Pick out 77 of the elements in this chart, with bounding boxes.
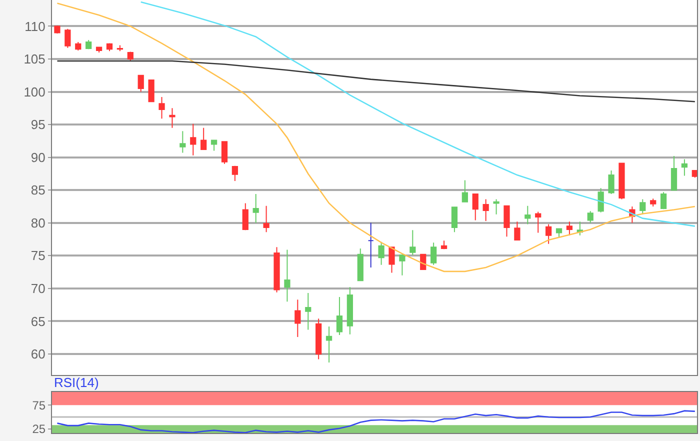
y-tick-label: 75 [32, 398, 46, 412]
y-tick-label: 105 [24, 52, 46, 67]
candlestick [587, 210, 594, 224]
candlestick [169, 108, 176, 128]
candlestick [96, 46, 102, 53]
candlestick [482, 198, 489, 222]
candlestick [462, 180, 468, 202]
y-tick-label: 60 [30, 346, 46, 362]
candlestick [252, 194, 259, 224]
y-tick-label: 65 [30, 314, 46, 329]
y-tick-label: 110 [24, 18, 46, 34]
y-tick-label: 90 [30, 150, 46, 165]
candlestick [692, 170, 697, 178]
chart-title: RSI(14) [54, 375, 99, 390]
candlestick [598, 188, 604, 213]
candlestick [64, 28, 71, 48]
candlestick [640, 198, 646, 215]
candlestick [138, 74, 144, 92]
candlestick [493, 198, 500, 215]
candlestick [524, 205, 531, 225]
y-tick-label: 25 [32, 422, 46, 436]
candlestick [294, 299, 301, 338]
candlestick [556, 228, 562, 238]
candlestick [75, 41, 82, 51]
candlestick [378, 241, 384, 266]
y-tick-label: 80 [30, 215, 46, 230]
y-tick-label: 75 [30, 248, 46, 264]
candlestick [618, 162, 625, 200]
candlestick [316, 318, 322, 360]
candlestick [326, 326, 332, 364]
candlestick [670, 156, 678, 191]
candlestick [650, 198, 656, 208]
y-tick-label: 70 [30, 281, 46, 296]
y-tick-label: 100 [24, 84, 46, 100]
y-tick-label: 85 [30, 182, 46, 198]
candlestick [357, 248, 364, 282]
candlestick [180, 130, 186, 154]
candlestick [190, 123, 196, 156]
candlestick [284, 249, 290, 302]
candlestick [86, 39, 92, 50]
candlestick [200, 127, 207, 150]
candlestick [232, 165, 238, 182]
candlestick [106, 42, 113, 52]
candlestick [430, 242, 437, 266]
candlestick [221, 141, 228, 164]
candlestick [472, 194, 478, 221]
candlestick [608, 170, 614, 195]
line-series [56, 60, 696, 102]
candlestick [346, 286, 353, 335]
y-tick-label: 95 [30, 117, 46, 132]
candlestick [440, 240, 448, 250]
candlestick [54, 25, 60, 34]
candlestick [681, 158, 688, 176]
candlestick [368, 222, 374, 268]
candlestick [158, 96, 165, 120]
line-series [56, 2, 696, 272]
candlestick [116, 44, 124, 52]
candlestick [305, 292, 312, 330]
candlestick [274, 246, 280, 293]
candlestick [514, 221, 520, 240]
candlestick [410, 230, 416, 256]
candlestick [545, 224, 552, 244]
candlestick [566, 221, 573, 236]
candlestick [336, 296, 343, 336]
line-series [56, 410, 696, 433]
candlestick [242, 202, 248, 231]
candlestick [660, 192, 667, 210]
candlestick [388, 246, 395, 274]
candlestick [263, 205, 270, 233]
candlestick [504, 205, 510, 238]
candlestick [148, 79, 154, 102]
candlestick [535, 211, 542, 234]
candlestick [210, 140, 218, 152]
candlestick [451, 206, 458, 233]
candlestick [399, 254, 406, 276]
line-series [140, 1, 696, 227]
candlestick [127, 51, 134, 62]
